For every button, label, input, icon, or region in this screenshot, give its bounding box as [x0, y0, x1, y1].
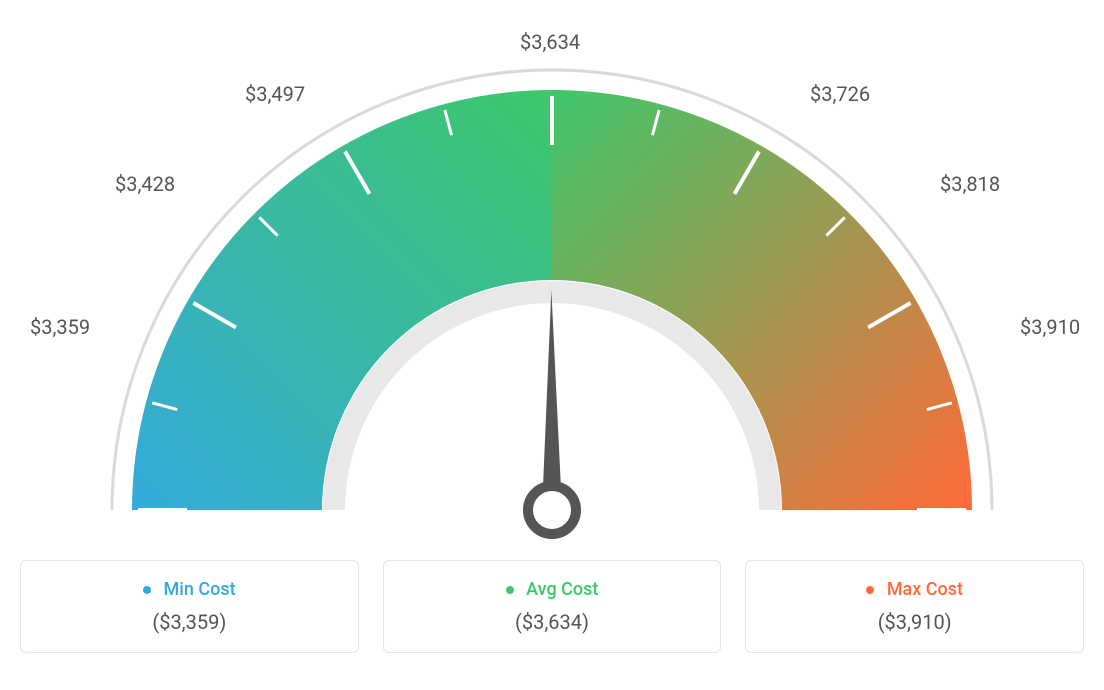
min-cost-value: ($3,359) — [41, 610, 338, 634]
tick-label: $3,497 — [245, 82, 305, 106]
summary-row: Min Cost ($3,359) Avg Cost ($3,634) Max … — [20, 560, 1084, 653]
tick-label: $3,818 — [940, 172, 1000, 196]
gauge-needle — [542, 290, 562, 510]
avg-cost-label: Avg Cost — [404, 579, 701, 600]
max-cost-value: ($3,910) — [766, 610, 1063, 634]
avg-cost-card: Avg Cost ($3,634) — [383, 560, 722, 653]
gauge-chart-container: $3,359 $3,428 $3,497 $3,634 $3,726 $3,818 $3,9… — [20, 20, 1084, 670]
avg-cost-label-text: Avg Cost — [526, 579, 598, 600]
min-cost-label-text: Min Cost — [164, 579, 236, 600]
tick-label: $3,726 — [810, 82, 870, 106]
max-dot-icon — [866, 586, 874, 594]
max-cost-label: Max Cost — [766, 579, 1063, 600]
min-cost-card: Min Cost ($3,359) — [20, 560, 359, 653]
tick-label: $3,359 — [30, 315, 90, 339]
avg-cost-value: ($3,634) — [404, 610, 701, 634]
min-dot-icon — [143, 586, 151, 594]
needle-hub-icon — [528, 486, 576, 534]
max-cost-label-text: Max Cost — [887, 579, 963, 600]
tick-label: $3,634 — [520, 30, 580, 54]
gauge-area: $3,359 $3,428 $3,497 $3,634 $3,726 $3,818 $3,9… — [20, 20, 1084, 540]
max-cost-card: Max Cost ($3,910) — [745, 560, 1084, 653]
avg-dot-icon — [506, 586, 514, 594]
tick-label: $3,428 — [115, 172, 175, 196]
tick-label: $3,910 — [1020, 315, 1080, 339]
min-cost-label: Min Cost — [41, 579, 338, 600]
gauge-svg — [20, 20, 1084, 540]
